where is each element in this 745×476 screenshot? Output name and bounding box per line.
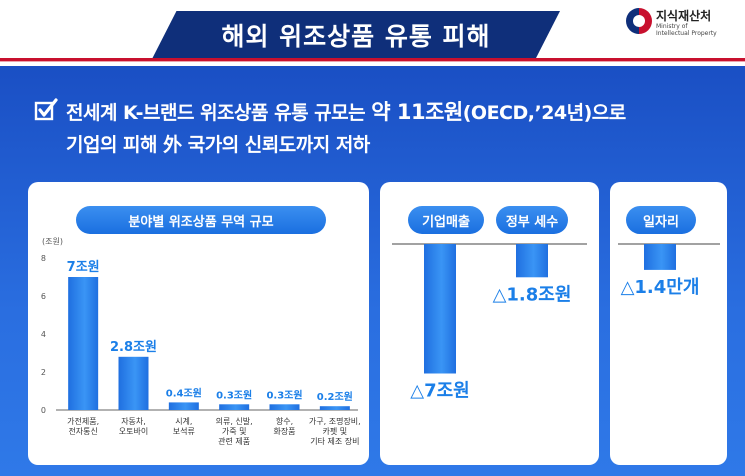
logo-english-name: Ministry of Intellectual Property bbox=[656, 23, 717, 37]
category-tick-label: 가구, 조명장비, 카펫 및 기타 제조 장비 bbox=[309, 416, 361, 446]
bar-data-label: 0.3조원 bbox=[266, 388, 302, 401]
bar bbox=[118, 356, 149, 410]
y-axis-unit-label: (조원) bbox=[42, 237, 63, 246]
category-tick-label-line: 향수, bbox=[276, 417, 293, 426]
bar bbox=[516, 244, 548, 278]
category-tick-label: 가전제품, 전자통신 bbox=[67, 416, 99, 436]
damage-card: 기업매출 정부 세수 △7조원 △1.8조원 bbox=[380, 182, 599, 465]
category-tick-label-line: 전자통신 bbox=[68, 426, 97, 436]
bar bbox=[168, 402, 199, 410]
bar bbox=[319, 406, 350, 410]
checkbox-check-icon bbox=[34, 98, 58, 121]
headline-line1-emphasis: 약 11조원 bbox=[371, 100, 463, 124]
category-tick-label-line: 화장품 bbox=[273, 426, 295, 436]
category-tick-label-line: 가구, 조명장비, bbox=[309, 416, 361, 426]
category-tick-label: 자동차, 오토바이 bbox=[119, 417, 148, 436]
jobs-card: 일자리 △1.4만개 bbox=[610, 182, 727, 465]
y-tick-label: 0 bbox=[41, 406, 46, 415]
header-divider bbox=[0, 58, 745, 61]
bar-data-label: △1.8조원 bbox=[493, 284, 572, 305]
damage-chart: △7조원 △1.8조원 bbox=[392, 243, 587, 402]
headline-line2: 기업의 피해 外 국가의 신뢰도까지 저하 bbox=[66, 134, 370, 156]
category-tick-label-line: 기타 제조 장비 bbox=[310, 436, 359, 446]
bar bbox=[68, 277, 99, 410]
ministry-logo: 지식재산처 Ministry of Intellectual Property bbox=[626, 6, 741, 44]
taegeuk-logo-icon bbox=[626, 8, 652, 34]
category-tick-label-line: 카펫 및 bbox=[323, 426, 348, 436]
category-pill-tax: 정부 세수 bbox=[496, 206, 568, 234]
category-tick-label-line: 의류, 신발, bbox=[216, 416, 253, 426]
category-tick-label-line: 관련 제품 bbox=[218, 436, 250, 446]
category-tick-label-line: 오토바이 bbox=[119, 426, 148, 436]
category-tick-label: 향수, 화장품 bbox=[273, 417, 295, 436]
header-divider-light bbox=[0, 61, 745, 62]
jobs-chart: △1.4만개 bbox=[618, 243, 720, 298]
bar bbox=[424, 244, 456, 374]
bar-data-label: 2.8조원 bbox=[110, 340, 157, 355]
category-pill-revenue: 기업매출 bbox=[408, 206, 484, 234]
bar-data-label: △7조원 bbox=[410, 381, 470, 402]
header-area: 해외 위조상품 유통 피해 지식재산처 Ministry of Intellec… bbox=[0, 0, 745, 66]
bar-data-label: △1.4만개 bbox=[621, 277, 700, 298]
y-tick-label: 8 bbox=[41, 254, 46, 263]
bar-data-label: 0.3조원 bbox=[216, 388, 252, 401]
bar-data-label: 0.2조원 bbox=[317, 390, 353, 403]
category-tick-label-line: 자동차, bbox=[121, 417, 146, 426]
y-tick-label: 4 bbox=[41, 330, 46, 339]
bar bbox=[644, 244, 676, 270]
category-tick-label: 시계, 보석류 bbox=[173, 416, 195, 436]
headline-line1: 전세계 K-브랜드 위조상품 유통 규모는 약 11조원(OECD,’24년)으… bbox=[66, 96, 626, 126]
category-pill-jobs: 일자리 bbox=[626, 206, 696, 234]
logo-english-line1: Ministry of bbox=[656, 23, 688, 30]
logo-korean-name: 지식재산처 bbox=[656, 9, 712, 23]
chart-title-pill: 분야별 위조상품 무역 규모 bbox=[76, 206, 326, 234]
bar bbox=[269, 404, 300, 410]
category-tick-label-line: 가죽 및 bbox=[222, 426, 247, 436]
bar bbox=[219, 404, 250, 410]
category-tick-label-line: 가전제품, bbox=[67, 416, 99, 426]
category-tick-label: 의류, 신발, 가죽 및 관련 제품 bbox=[216, 416, 253, 446]
y-tick-label: 2 bbox=[41, 368, 46, 377]
logo-english-line2: Intellectual Property bbox=[656, 30, 717, 37]
y-tick-label: 6 bbox=[41, 292, 46, 301]
bar-data-label: 0.4조원 bbox=[166, 386, 202, 399]
category-tick-label-line: 보석류 bbox=[173, 426, 195, 436]
bar-data-label: 7조원 bbox=[67, 260, 100, 275]
page-title: 해외 위조상품 유통 피해 bbox=[152, 11, 560, 59]
headline-line1-prefix: 전세계 K-브랜드 위조상품 유통 규모는 bbox=[66, 102, 372, 124]
headline-line1-suffix: (OECD,’24년)으로 bbox=[462, 102, 627, 124]
category-tick-label-line: 시계, bbox=[175, 416, 192, 426]
